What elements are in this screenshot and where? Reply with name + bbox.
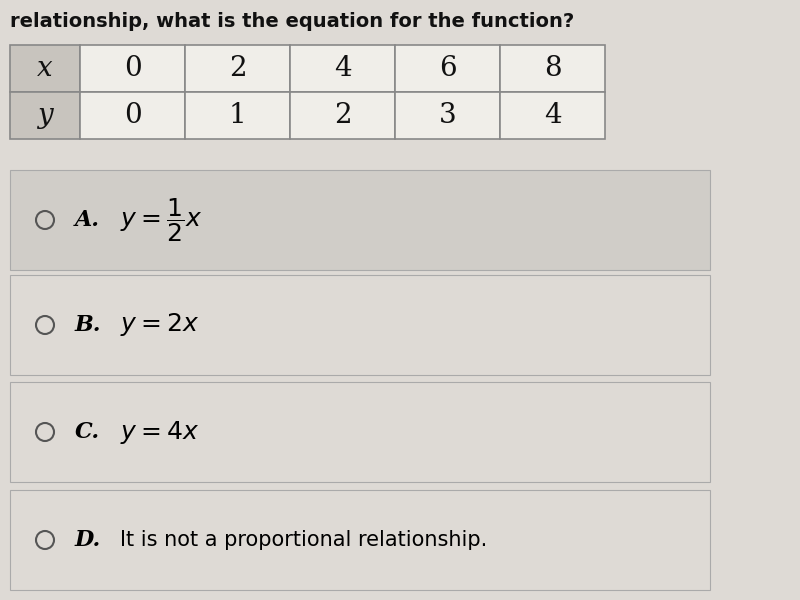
- Text: $y = 2x$: $y = 2x$: [120, 311, 199, 338]
- Text: 2: 2: [334, 102, 351, 129]
- Bar: [395, 45, 500, 92]
- Bar: [10, 490, 710, 590]
- Text: D.: D.: [75, 529, 102, 551]
- Bar: [290, 92, 395, 139]
- Bar: [10, 382, 710, 482]
- Text: It is not a proportional relationship.: It is not a proportional relationship.: [120, 530, 487, 550]
- Bar: [185, 45, 290, 92]
- Text: y: y: [37, 102, 53, 129]
- Text: 8: 8: [544, 55, 562, 82]
- Text: 6: 6: [438, 55, 456, 82]
- Bar: [10, 45, 80, 92]
- Bar: [80, 92, 185, 139]
- Text: C.: C.: [75, 421, 100, 443]
- Bar: [395, 92, 500, 139]
- Bar: [500, 92, 605, 139]
- Text: 1: 1: [229, 102, 246, 129]
- Text: A.: A.: [75, 209, 100, 231]
- Text: 3: 3: [438, 102, 456, 129]
- Text: B.: B.: [75, 314, 102, 336]
- Text: 4: 4: [334, 55, 351, 82]
- Text: x: x: [37, 55, 53, 82]
- Text: $y = 4x$: $y = 4x$: [120, 419, 199, 445]
- Text: $y = \dfrac{1}{2}x$: $y = \dfrac{1}{2}x$: [120, 196, 202, 244]
- Bar: [10, 170, 710, 270]
- Bar: [185, 92, 290, 139]
- Text: 4: 4: [544, 102, 562, 129]
- Text: 0: 0: [124, 102, 142, 129]
- Bar: [10, 92, 80, 139]
- Bar: [500, 45, 605, 92]
- Text: relationship, what is the equation for the function?: relationship, what is the equation for t…: [10, 12, 574, 31]
- Bar: [10, 275, 710, 375]
- Text: 0: 0: [124, 55, 142, 82]
- Bar: [290, 45, 395, 92]
- Bar: [80, 45, 185, 92]
- Text: 2: 2: [229, 55, 246, 82]
